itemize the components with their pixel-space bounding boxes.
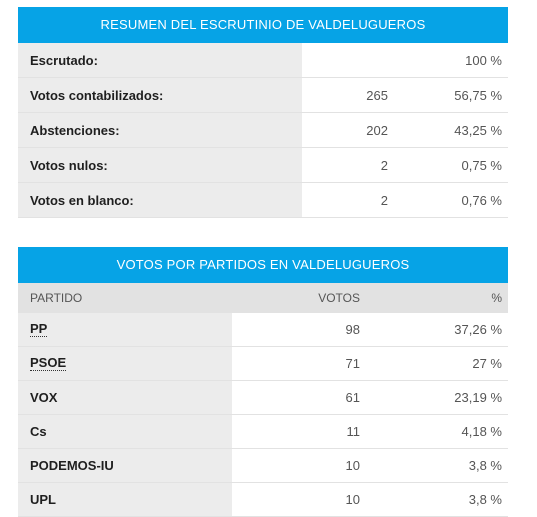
party-name: PODEMOS-IU <box>18 449 232 482</box>
summary-row-abstenciones: Abstenciones: 202 43,25 % <box>18 113 508 148</box>
party-row-vox: VOX 61 23,19 % <box>18 381 508 415</box>
party-pct: 37,26 % <box>454 322 502 337</box>
party-row-cs: Cs 11 4,18 % <box>18 415 508 449</box>
party-pct: 3,8 % <box>468 458 502 473</box>
parties-panel: VOTOS POR PARTIDOS EN VALDELUGUEROS PART… <box>18 247 508 517</box>
party-votes: 10 <box>345 492 360 507</box>
party-link-psoe[interactable]: PSOE <box>30 355 67 371</box>
party-pct: 3,8 % <box>468 492 502 507</box>
summary-row-votos-nulos: Votos nulos: 2 0,75 % <box>18 148 508 183</box>
party-votes: 98 <box>345 322 360 337</box>
party-pct: 23,19 % <box>454 390 502 405</box>
parties-table-header: PARTIDO VOTOS % <box>18 283 508 313</box>
party-row-pp: PP 98 37,26 % <box>18 313 508 347</box>
summary-row-pct: 0,76 % <box>461 192 502 208</box>
summary-title: RESUMEN DEL ESCRUTINIO DE VALDELUGUEROS <box>18 7 508 43</box>
party-name-cell: PP <box>18 313 232 346</box>
summary-row-pct: 0,75 % <box>461 157 502 173</box>
party-row-upl: UPL 10 3,8 % <box>18 483 508 517</box>
header-party: PARTIDO <box>30 291 83 305</box>
summary-row-count: 2 <box>380 192 388 208</box>
party-row-psoe: PSOE 71 27 % <box>18 347 508 381</box>
summary-row-pct: 56,75 % <box>454 87 502 103</box>
party-votes: 10 <box>345 458 360 473</box>
summary-row-escrutado: Escrutado: 100 % <box>18 43 508 78</box>
summary-row-label: Votos contabilizados: <box>18 78 302 112</box>
header-votes: VOTOS <box>318 291 360 305</box>
party-name: VOX <box>18 381 232 414</box>
party-link-pp[interactable]: PP <box>30 321 48 337</box>
party-votes: 11 <box>346 424 361 439</box>
party-name: UPL <box>18 483 232 516</box>
summary-row-count: 265 <box>366 87 388 103</box>
summary-row-label: Votos nulos: <box>18 148 302 182</box>
party-votes: 61 <box>345 390 360 405</box>
party-name-cell: PSOE <box>18 347 232 380</box>
summary-row-votos-en-blanco: Votos en blanco: 2 0,76 % <box>18 183 508 218</box>
summary-row-label: Votos en blanco: <box>18 183 302 217</box>
party-row-podemos-iu: PODEMOS-IU 10 3,8 % <box>18 449 508 483</box>
summary-panel: RESUMEN DEL ESCRUTINIO DE VALDELUGUEROS … <box>18 7 508 218</box>
party-pct: 27 % <box>472 356 502 371</box>
header-pct: % <box>491 291 502 305</box>
summary-row-label: Escrutado: <box>18 43 302 77</box>
party-votes: 71 <box>345 356 360 371</box>
summary-row-count: 202 <box>366 122 388 138</box>
summary-row-label: Abstenciones: <box>18 113 302 147</box>
summary-row-pct: 43,25 % <box>454 122 502 138</box>
summary-row-votos-contabilizados: Votos contabilizados: 265 56,75 % <box>18 78 508 113</box>
summary-row-count: 2 <box>380 157 388 173</box>
party-pct: 4,18 % <box>461 424 502 439</box>
party-name: Cs <box>18 415 232 448</box>
parties-title: VOTOS POR PARTIDOS EN VALDELUGUEROS <box>18 247 508 283</box>
summary-row-pct: 100 % <box>465 52 502 68</box>
